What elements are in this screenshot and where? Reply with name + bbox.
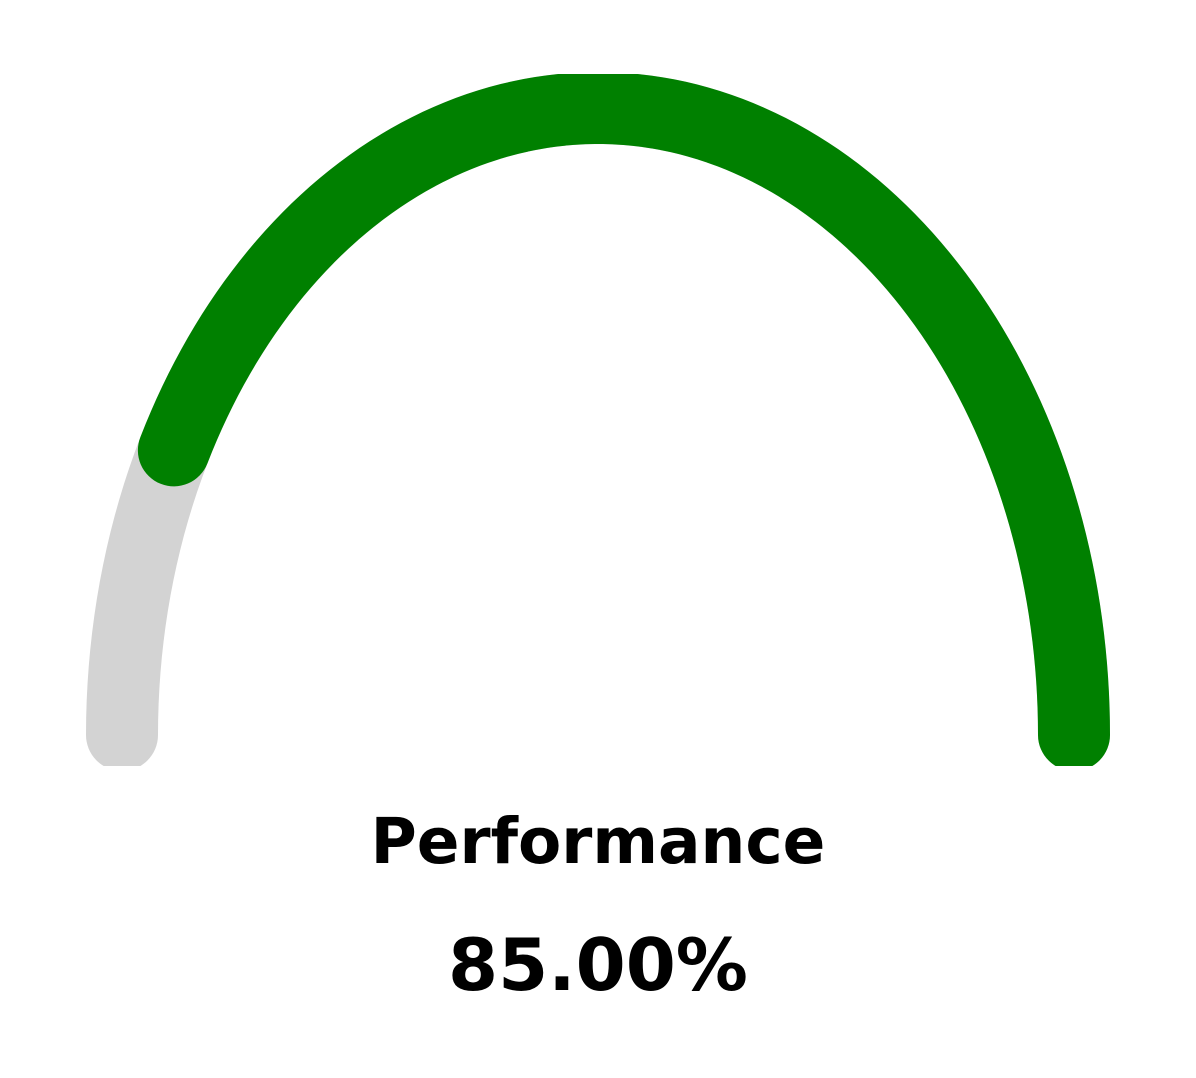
gauge-value-text: 85.00% bbox=[448, 923, 748, 1007]
gauge-value-arc bbox=[137, 74, 1110, 766]
gauge-track-arc bbox=[86, 74, 1110, 766]
gauge-title: Performance bbox=[370, 805, 826, 878]
